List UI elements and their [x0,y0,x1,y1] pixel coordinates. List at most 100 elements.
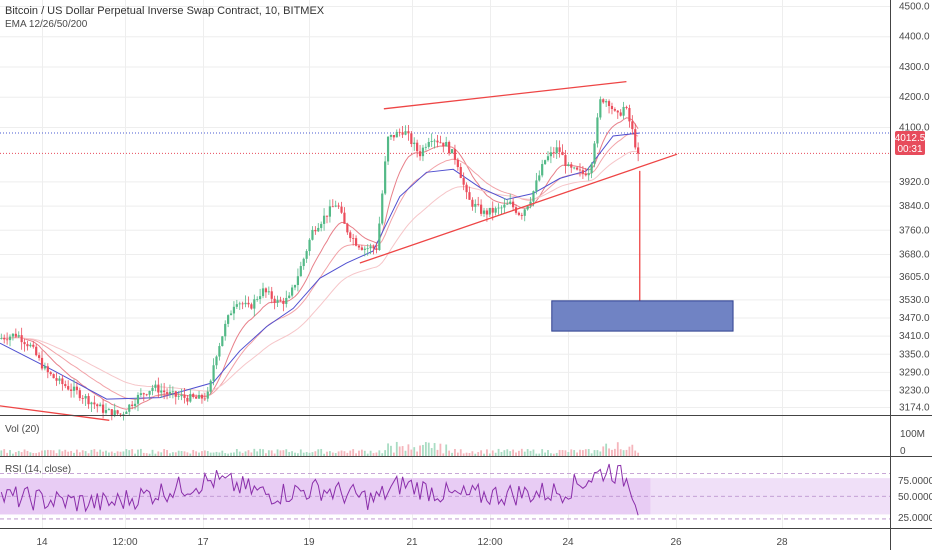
candle-body [296,276,300,286]
candle-body [526,205,529,210]
volume-bar [116,451,119,456]
volume-bar [46,449,49,456]
volume-bar [285,449,288,456]
last-price-tag: 4012.5 00:31 [895,131,926,155]
volume-bar [596,450,599,456]
volume-bar [64,449,67,456]
volume-bar [142,452,145,456]
candle-body [81,398,84,399]
candle-body [334,205,337,207]
volume-bar [518,450,520,456]
time-label: 12:00 [477,537,502,548]
candle-body [369,246,372,249]
trendlines[interactable] [0,80,678,421]
volume-bar [201,451,203,456]
price-axis-label: 3350.0 [899,349,930,360]
rsi-label[interactable]: RSI (14, close) [5,464,71,475]
candle-body [357,245,361,248]
candle-body [8,336,12,341]
candle-body [139,393,142,395]
volume-bar [538,453,541,456]
candle-body [538,175,541,181]
candle-body [186,397,189,402]
grid-lines [0,0,890,528]
candle-body [174,391,177,397]
volume-bar [637,452,640,456]
candle-body [523,209,526,216]
candle-body [282,300,285,304]
candle-body [625,106,628,109]
volume-bar [70,450,72,456]
candle-body [503,204,506,208]
candle-body [567,164,570,166]
candle-body [75,386,79,391]
price-axis-label: 3174.0 [899,403,930,414]
candle-body [104,410,108,413]
candle-body [148,390,151,395]
candle-body [133,403,137,406]
volume-bar [459,449,462,456]
volume-bar [145,453,148,456]
candle-body [189,393,192,402]
volume-bars [0,441,640,456]
time-label: 26 [670,537,682,548]
candle-body [20,335,23,343]
candle-body [229,313,233,316]
volume-bar [378,450,381,456]
trendline-old [0,405,110,421]
trendline-upper [383,80,627,110]
volume-label[interactable]: Vol (20) [5,424,39,435]
volume-bar [416,451,419,456]
volume-bar [544,452,546,456]
candle-body [381,193,384,224]
candle-body [90,402,93,405]
volume-bar [58,449,61,456]
candle-body [506,203,509,205]
candle-body [288,295,291,298]
candle-body [375,248,378,251]
volume-bar [87,453,90,456]
volume-bar [84,451,87,456]
target-zone[interactable] [551,300,734,332]
volume-bar [212,452,215,456]
volume-bar [346,452,349,456]
volume-bar [593,450,596,456]
candle-body [337,205,340,207]
volume-bar [122,451,125,456]
volume-bar [49,450,52,456]
volume-bar [171,452,174,456]
volume-bar [474,453,477,456]
volume-bar [107,452,110,456]
price-axis-label: 3470.0 [899,313,930,324]
volume-bar [349,450,352,456]
volume-bar [360,449,363,456]
volume-bar [581,450,584,456]
time-axis[interactable]: 14 12:00 17 19 21 12:00 24 26 28 [36,537,788,548]
candle-body [183,394,186,398]
volume-bar [579,449,581,456]
volume-bar [20,452,23,456]
candle-body [256,299,259,300]
time-label: 24 [562,537,574,548]
rsi-line [0,463,639,516]
candle-body [293,285,297,288]
candle-body [462,177,465,185]
indicator-label[interactable]: EMA 12/26/50/200 [5,19,88,30]
volume-bar [567,452,570,456]
volume-bar [119,451,122,456]
price-axis[interactable]: 4500.0 4400.0 4300.0 4200.0 4100.0 3920.0 3840… [899,2,930,414]
candle-body [616,110,619,113]
candle-body [453,149,457,160]
volume-bar [3,449,6,456]
candle-body [99,404,102,407]
volume-bar [195,451,198,456]
candle-body [116,410,119,414]
candle-body [227,315,230,324]
volume-bar [387,443,389,456]
price-axis-label: 3840.0 [899,201,930,212]
volume-bar [26,450,29,456]
candle-body [573,167,576,169]
volume-bar [340,450,343,456]
volume-bar [413,447,416,456]
